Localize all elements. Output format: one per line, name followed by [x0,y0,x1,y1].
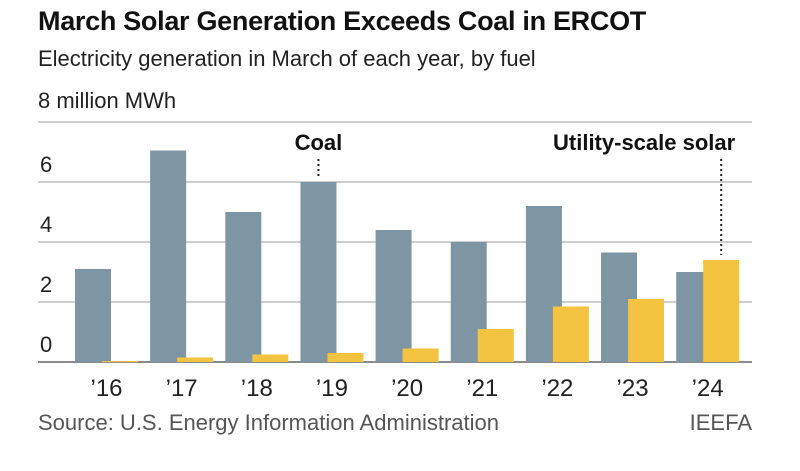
bar-solar-23 [628,299,665,362]
bar-coal-16 [75,269,111,362]
y-tick-label-2: 2 [40,272,52,297]
x-tick-label-18: ’18 [241,375,273,402]
x-tick-label-17: ’17 [166,375,198,402]
x-axis-ticks: ’16 ’17 ’18 ’19 ’20 ’21 ’22 ’23 ’24 [90,375,723,402]
bar-solar-18 [252,354,289,362]
bars [75,150,740,363]
annotation-label-coal: Coal [295,130,343,155]
source-note: Source: U.S. Energy Information Administ… [38,410,499,435]
x-tick-label-16: ’16 [90,375,122,402]
y-tick-label-6: 6 [40,152,52,177]
x-tick-label-23: ’23 [617,375,649,402]
y-tick-label-4: 4 [40,212,52,237]
y-axis-unit-label: 8 million MWh [38,88,177,113]
y-tick-label-0: 0 [40,332,52,357]
x-tick-label-20: ’20 [391,375,423,402]
brand-logo-text: IEEFA [689,410,752,435]
bar-coal-18 [225,212,262,362]
bar-solar-24 [703,260,740,362]
bar-solar-22 [552,306,589,362]
chart-subtitle: Electricity generation in March of each … [38,46,536,71]
bar-solar-17 [177,357,214,362]
x-tick-label-24: ’24 [692,375,724,402]
x-tick-label-19: ’19 [316,375,348,402]
x-tick-label-21: ’21 [466,375,498,402]
y-axis-ticks: 0 2 4 6 [40,152,52,357]
annotation-label-utility-scale-solar: Utility-scale solar [553,130,736,155]
bar-solar-21 [477,329,514,362]
bar-solar-19 [327,353,364,362]
bar-solar-16 [102,361,138,363]
bar-coal-17 [150,150,187,362]
bar-coal-19 [300,182,337,362]
bar-solar-20 [402,348,439,362]
annotations: Coal Utility-scale solar [295,130,736,255]
bar-coal-20 [375,230,412,362]
x-tick-label-22: ’22 [541,375,573,402]
chart-title: March Solar Generation Exceeds Coal in E… [38,6,646,36]
